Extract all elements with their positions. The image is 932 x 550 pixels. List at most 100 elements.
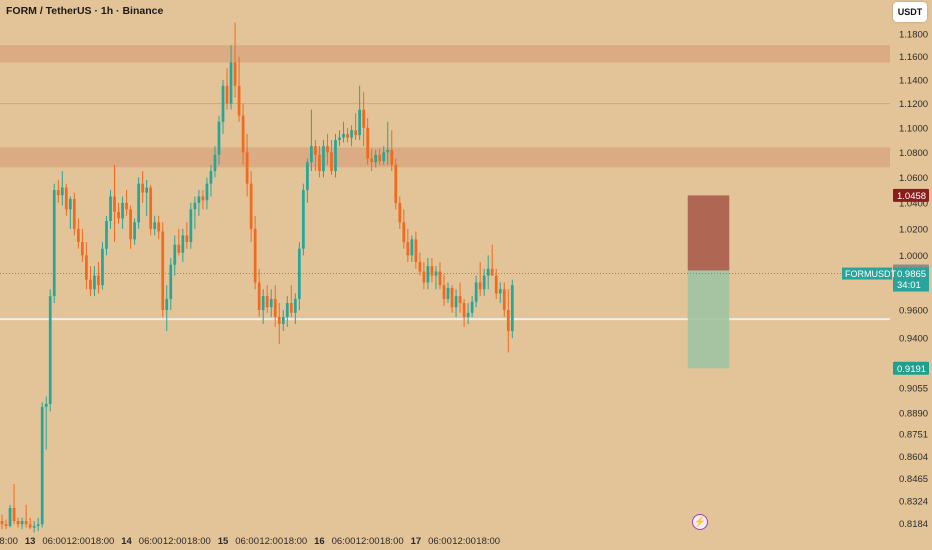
candle-body [48, 296, 52, 404]
candle-body [382, 152, 386, 162]
x-tick-label: 18:00 [380, 536, 404, 547]
candle-body [117, 211, 120, 219]
candle-body [76, 228, 80, 243]
y-tick-label: 1.0400 [899, 198, 928, 209]
candle-body [257, 282, 261, 311]
candle-body [494, 275, 498, 294]
candle-body [466, 312, 470, 317]
candle-body [462, 303, 466, 317]
candle-body [44, 403, 48, 407]
y-tick-label: 1.1600 [899, 52, 928, 63]
candle-body [370, 158, 374, 163]
candle-body [402, 222, 406, 243]
candle-body [386, 149, 390, 153]
candle-body [358, 109, 361, 136]
zone-band [0, 147, 890, 168]
candle-body [253, 228, 257, 283]
candle-body [406, 242, 410, 256]
candle-body [197, 196, 201, 203]
candle-body [20, 520, 24, 525]
y-tick-label: 1.0000 [899, 251, 928, 262]
x-tick-label: 18:00 [0, 536, 18, 547]
currency-button[interactable]: USDT [893, 2, 927, 22]
candle-body [217, 121, 221, 155]
stop-price-label: 1.0458 [897, 191, 926, 202]
candle-body [261, 296, 265, 311]
candle-body [165, 298, 169, 311]
x-tick-label: 12:00 [259, 536, 283, 547]
candle-body [470, 301, 474, 313]
candle-body [4, 524, 8, 526]
candle-body [474, 282, 478, 302]
candle-body [189, 209, 193, 243]
candle-body [374, 154, 378, 163]
candle-body [502, 289, 506, 311]
candle-body [458, 296, 462, 304]
symbol-label: FORMUSDT [845, 269, 896, 279]
stop-loss-zone [687, 195, 730, 271]
y-tick-label: 0.8184 [899, 519, 928, 530]
candle-body [326, 146, 329, 153]
candle-body [93, 275, 96, 290]
candle-body [113, 196, 116, 212]
candle-body [133, 222, 136, 240]
candle-body [161, 231, 165, 311]
candle-body [85, 255, 88, 280]
candle-body [394, 164, 398, 203]
y-tick-label: 1.1200 [899, 99, 928, 110]
x-tick-label: 06:00 [332, 536, 356, 547]
candle-body [269, 298, 273, 308]
candle-body [121, 202, 124, 219]
candle-body [310, 146, 313, 163]
candle-body [109, 196, 112, 222]
candle-body [129, 209, 132, 240]
candle-body [454, 296, 458, 308]
candle-body [233, 62, 237, 86]
candle-body [72, 199, 76, 229]
y-tick-label: 1.1000 [899, 123, 928, 134]
candle-body [145, 187, 149, 193]
x-tick-label: 13 [25, 536, 36, 547]
candle-body [510, 285, 514, 332]
candle-body [390, 149, 394, 165]
candle-body [245, 152, 249, 184]
y-tick-label: 1.1800 [899, 29, 928, 40]
candle-body [0, 520, 4, 525]
candle-body [221, 85, 225, 122]
candle-body [213, 154, 217, 172]
candle-body [438, 271, 442, 286]
lightning-icon[interactable]: ⚡ [692, 514, 708, 530]
y-tick-label: 0.9400 [899, 334, 928, 345]
candle-body [446, 287, 450, 299]
y-tick-label: 0.8604 [899, 452, 928, 463]
candle-body [52, 190, 56, 297]
candle-body [342, 133, 345, 138]
x-tick-label: 06:00 [139, 536, 163, 547]
candle-body [36, 524, 40, 526]
candle-body [237, 85, 241, 116]
candle-body [285, 303, 289, 317]
y-tick-label: 1.0200 [899, 224, 928, 235]
candle-body [297, 248, 301, 299]
candle-body [185, 235, 189, 243]
y-tick-label: 0.8890 [899, 408, 928, 419]
chart-title: FORM / TetherUS · 1h · Binance [6, 5, 164, 17]
candle-body [56, 190, 60, 196]
candle-body [354, 130, 357, 136]
candle-body [64, 187, 68, 210]
candle-body [173, 244, 177, 265]
candle-body [506, 310, 510, 332]
current-price-label: 0.9865 [897, 269, 926, 280]
candle-body [40, 406, 44, 525]
take-profit-zone [687, 270, 730, 369]
candle-body [434, 271, 438, 276]
candle-body [137, 183, 140, 223]
candle-body [141, 183, 145, 193]
candle-body [277, 316, 281, 325]
y-tick-label: 1.1400 [899, 75, 928, 86]
candle-body [426, 266, 430, 283]
x-tick-label: 06:00 [42, 536, 66, 547]
candle-body [209, 171, 213, 184]
x-tick-label: 12:00 [66, 536, 90, 547]
